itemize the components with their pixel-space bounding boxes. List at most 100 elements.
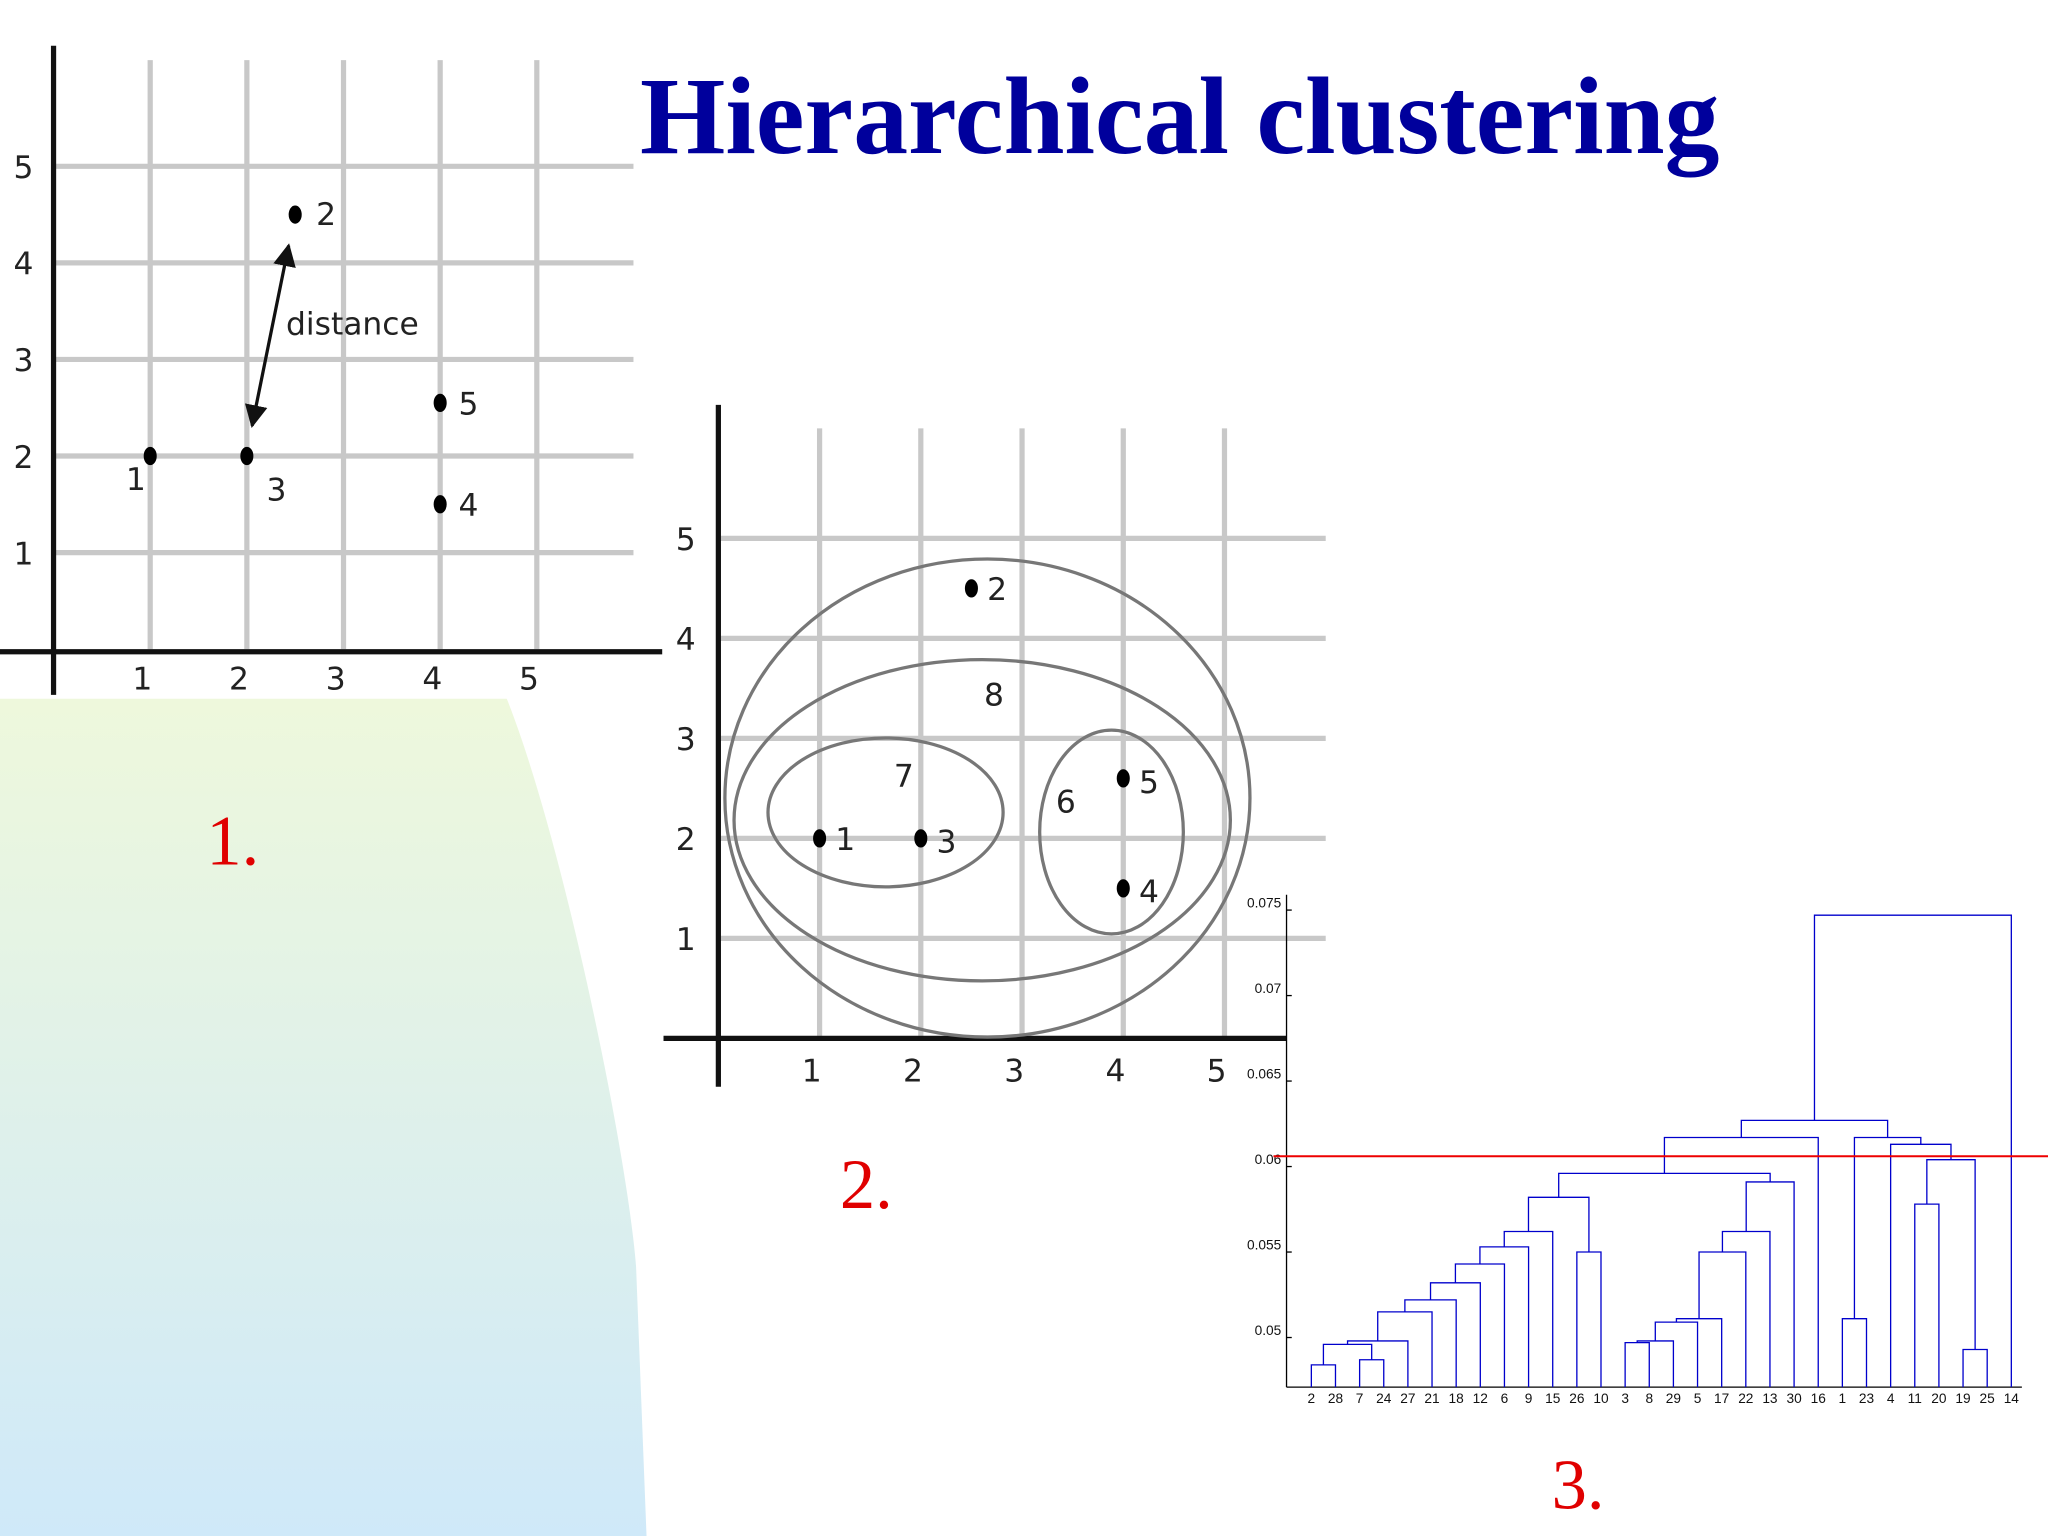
data-point: [240, 446, 254, 466]
data-point: [1116, 769, 1130, 788]
dendrogram-link: [1310, 1364, 1337, 1388]
leaf-label: 18: [1449, 1391, 1465, 1406]
data-point: [1116, 879, 1130, 898]
leaf-label: 4: [1887, 1391, 1895, 1406]
x-tick-label: 1: [802, 1053, 822, 1089]
x-tick-label: 4: [422, 662, 442, 698]
y-tick-label: 0.075: [1247, 895, 1282, 910]
x-tick-label: 5: [519, 662, 539, 698]
dendrogram-link: [1745, 1181, 1795, 1388]
dendrogram-link: [1663, 1136, 1819, 1388]
point-label: 4: [458, 488, 478, 524]
y-tick-label: 0.05: [1255, 1323, 1282, 1338]
data-point: [813, 829, 827, 848]
leaf-label: 16: [1811, 1391, 1827, 1406]
chart-1: 1 2 3 4 5 1 2 3 4 5 1 2 3 4 5: [0, 45, 663, 698]
dendrogram-link: [1675, 1318, 1723, 1388]
cluster-ellipse: [723, 557, 1252, 1039]
dendrogram-link: [1740, 1119, 1889, 1138]
dendrogram-link: [1654, 1321, 1699, 1388]
y-tick-label: 0.065: [1247, 1066, 1282, 1081]
dendrogram-link: [1479, 1246, 1530, 1388]
cluster-label: 6: [1056, 784, 1076, 820]
y-tick-label: 3: [676, 722, 696, 758]
leaf-label: 17: [1714, 1391, 1729, 1406]
cluster-ellipse: [732, 657, 1232, 983]
distance-arrow: [244, 243, 296, 429]
data-point: [914, 829, 928, 848]
y-tick-label: 2: [14, 440, 34, 476]
leaf-label: 19: [1955, 1391, 1970, 1406]
dendrogram-link: [1962, 1348, 1988, 1388]
leaf-label: 9: [1525, 1391, 1533, 1406]
point-label: 3: [266, 472, 286, 508]
x-tick-label: 2: [229, 662, 249, 698]
leaf-label: 21: [1424, 1391, 1439, 1406]
leaf-label: 25: [1980, 1391, 1996, 1406]
x-tick-label: 2: [903, 1053, 923, 1089]
dendrogram-link: [1322, 1343, 1373, 1365]
leaf-label: 5: [1694, 1391, 1702, 1406]
y-tick-label: 0.07: [1255, 981, 1282, 996]
data-point: [143, 446, 157, 466]
y-tick-label: 4: [676, 622, 696, 658]
y-tick-label: 0.055: [1247, 1237, 1282, 1252]
leaf-label: 15: [1545, 1391, 1561, 1406]
y-tick-label: 3: [14, 343, 34, 379]
dendrogram-link: [1346, 1340, 1409, 1388]
panel-label: 3.: [1552, 1447, 1605, 1525]
dendrogram-link: [1377, 1311, 1433, 1388]
y-tick-label: 0.06: [1255, 1152, 1282, 1167]
slide-title: Hierarchical clustering: [640, 55, 1720, 177]
dendrogram-link: [1841, 1318, 1868, 1388]
leaf-label: 26: [1569, 1391, 1585, 1406]
x-tick-label: 5: [1207, 1053, 1227, 1089]
dendrogram-link: [1698, 1251, 1747, 1388]
x-tick-label: 4: [1105, 1053, 1125, 1089]
dendrogram-link: [1358, 1359, 1385, 1388]
dendrogram-link: [1624, 1342, 1650, 1388]
point-label: 4: [1139, 875, 1159, 911]
leaf-label: 27: [1400, 1391, 1415, 1406]
cluster-label: 7: [894, 758, 914, 794]
leaf-label: 10: [1593, 1391, 1609, 1406]
y-tick-label: 4: [14, 247, 34, 283]
leaf-label: 20: [1931, 1391, 1947, 1406]
leaf-label: 29: [1666, 1391, 1681, 1406]
cluster-ellipse: [766, 736, 1005, 889]
leaf-label: 30: [1786, 1391, 1802, 1406]
data-point: [433, 495, 447, 514]
dendrogram-link: [1558, 1172, 1771, 1198]
dendrogram-link: [1429, 1282, 1481, 1388]
leaf-label: 22: [1738, 1391, 1753, 1406]
y-tick-label: 1: [676, 922, 696, 958]
panel-label: 2.: [840, 1146, 893, 1224]
leaf-label: 8: [1645, 1391, 1653, 1406]
leaf-label: 6: [1501, 1391, 1509, 1406]
dendrogram-link: [1926, 1159, 1976, 1350]
y-tick-label: 2: [676, 822, 696, 858]
point-label: 3: [936, 825, 956, 861]
x-tick-label: 3: [1004, 1053, 1024, 1089]
dendrogram-link: [1576, 1251, 1602, 1388]
dendrogram-link: [1853, 1136, 1922, 1319]
point-label: 2: [987, 572, 1007, 608]
x-tick-label: 3: [326, 662, 346, 698]
dendrogram-link: [1527, 1196, 1590, 1253]
dendrogram-link: [1404, 1299, 1457, 1388]
data-point: [964, 579, 978, 598]
dendrogram-link: [1636, 1340, 1675, 1388]
y-tick-label: 5: [14, 150, 34, 186]
cluster-ellipse: [1038, 728, 1185, 936]
point-label: 1: [126, 462, 146, 498]
leaf-label: 2: [1308, 1391, 1316, 1406]
leaf-label: 28: [1328, 1391, 1344, 1406]
leaf-label: 23: [1859, 1391, 1875, 1406]
leaf-label: 11: [1908, 1391, 1922, 1406]
dendrogram-link: [1813, 914, 2012, 1388]
dendrogram-link: [1914, 1203, 1940, 1388]
y-tick-label: 1: [14, 536, 34, 572]
annotation: distance: [286, 306, 419, 342]
